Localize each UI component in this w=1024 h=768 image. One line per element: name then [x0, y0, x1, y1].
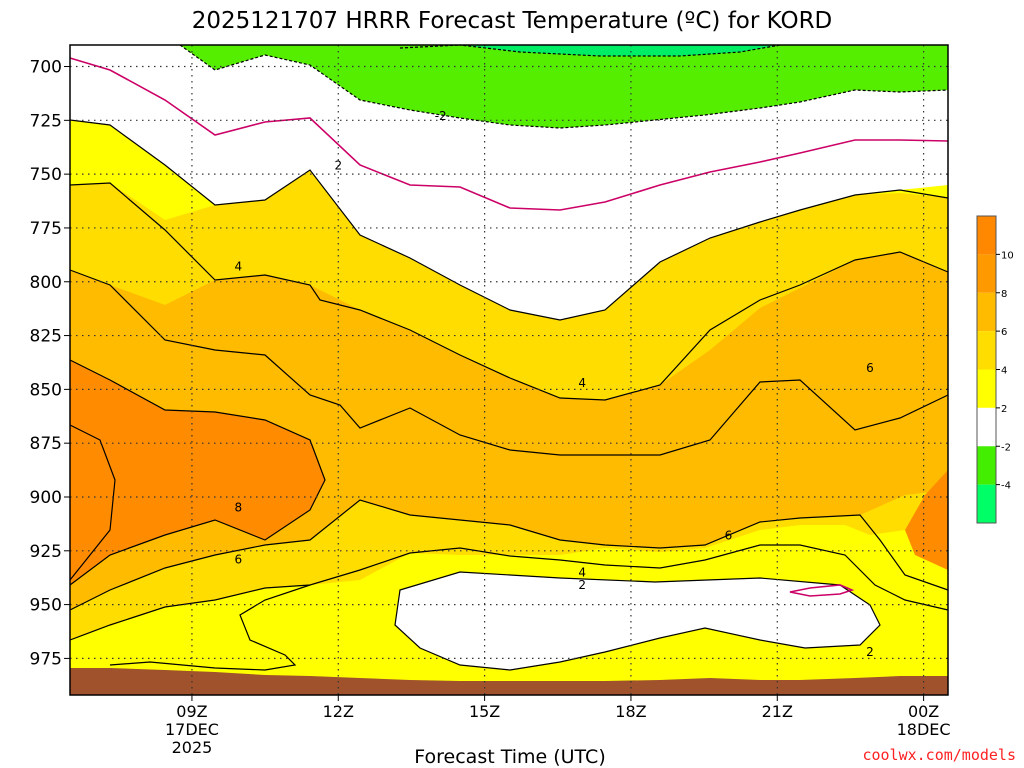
contour-label: 6: [866, 361, 874, 375]
x-tick-label: 18DEC: [897, 720, 951, 739]
colorbar-label: 2: [1001, 404, 1007, 415]
colorbar-swatch: [977, 407, 996, 447]
y-tick-label: 875: [30, 434, 62, 454]
credit-text: coolwx.com/models: [862, 746, 1016, 764]
x-axis-label: Forecast Time (UTC): [414, 746, 605, 768]
contour-6c-lower: [69, 499, 949, 611]
colorbar-swatch: [977, 331, 996, 370]
y-tick-label: 725: [30, 111, 62, 131]
ground-surface: [70, 668, 948, 695]
colorbar-swatch: [977, 216, 996, 255]
contour-label: 2: [578, 578, 586, 592]
contour-2c-lower: [394, 571, 881, 671]
colorbar: -4 -2 2 4 6 8 10: [976, 215, 1014, 524]
colorbar-swatch: [977, 369, 996, 408]
band-white-upper: [70, 45, 948, 320]
x-tick-label: 21Z: [762, 702, 793, 721]
colorbar-label: 10: [1001, 250, 1014, 261]
y-tick-label: 975: [30, 649, 62, 669]
chart-title: 2025121707 HRRR Forecast Temperature (ºC…: [192, 8, 833, 34]
colorbar-label: -2: [1001, 442, 1011, 453]
contour-2c: [69, 119, 949, 321]
band-green-dark: [460, 45, 780, 56]
y-tick-label: 700: [30, 58, 62, 78]
zero-isotherm: [69, 57, 949, 597]
contour-label: 6: [725, 529, 733, 543]
y-axis: 700 725 750 775 800 825 850 875 900 925 950 975: [30, 58, 70, 669]
x-tick-label: 12Z: [323, 702, 354, 721]
colorbar-label: 8: [1001, 289, 1007, 300]
band-dark-orange: [70, 360, 325, 585]
contour-label: 4: [578, 565, 586, 579]
colorbar-swatch: [977, 446, 996, 485]
colorbar-label: 4: [1001, 366, 1007, 377]
contour-label: 2: [334, 159, 342, 173]
contour-2c-left-lower: [109, 584, 311, 671]
band-white-lower: [395, 572, 880, 670]
contour-label: 8: [234, 501, 242, 515]
contour-label: 4: [234, 260, 242, 274]
colorbar-swatch: [977, 254, 996, 293]
contour-label: 4: [578, 376, 586, 390]
y-tick-label: 900: [30, 488, 62, 508]
contour-label: -2: [435, 109, 447, 123]
y-tick-label: 750: [30, 165, 62, 185]
x-tick-label: 09Z: [176, 702, 207, 721]
x-tick-label: 2025: [172, 738, 213, 757]
y-tick-label: 925: [30, 542, 62, 562]
colorbar-swatch: [977, 484, 996, 523]
y-tick-label: 800: [30, 273, 62, 293]
plot-frame: [69, 44, 949, 696]
contour-label: 2: [866, 645, 874, 659]
y-tick-label: 850: [30, 380, 62, 400]
x-tick-label: 17DEC: [165, 720, 219, 739]
colorbar-swatch: [977, 292, 996, 332]
x-tick-label: 15Z: [469, 702, 500, 721]
contour-minus2c: [179, 44, 949, 129]
band-dark-orange-right: [905, 470, 948, 570]
y-tick-label: 775: [30, 219, 62, 239]
contour-4c-lower: [69, 544, 949, 641]
y-tick-label: 950: [30, 596, 62, 616]
band-green: [180, 45, 948, 128]
colorbar-label: -4: [1001, 481, 1011, 492]
gridlines: [70, 45, 948, 695]
contour-label: 6: [234, 552, 242, 566]
x-tick-label: 00Z: [908, 702, 939, 721]
y-tick-label: 825: [30, 327, 62, 347]
colorbar-label: 6: [1001, 327, 1007, 338]
x-tick-label: 18Z: [615, 702, 646, 721]
contour-4c: [69, 182, 949, 401]
zero-isotherm-main: [69, 57, 949, 211]
contour-8c: [69, 359, 326, 586]
contour-8c-lower-left: [69, 424, 116, 581]
zero-isotherm-lower-loop: [789, 584, 855, 597]
